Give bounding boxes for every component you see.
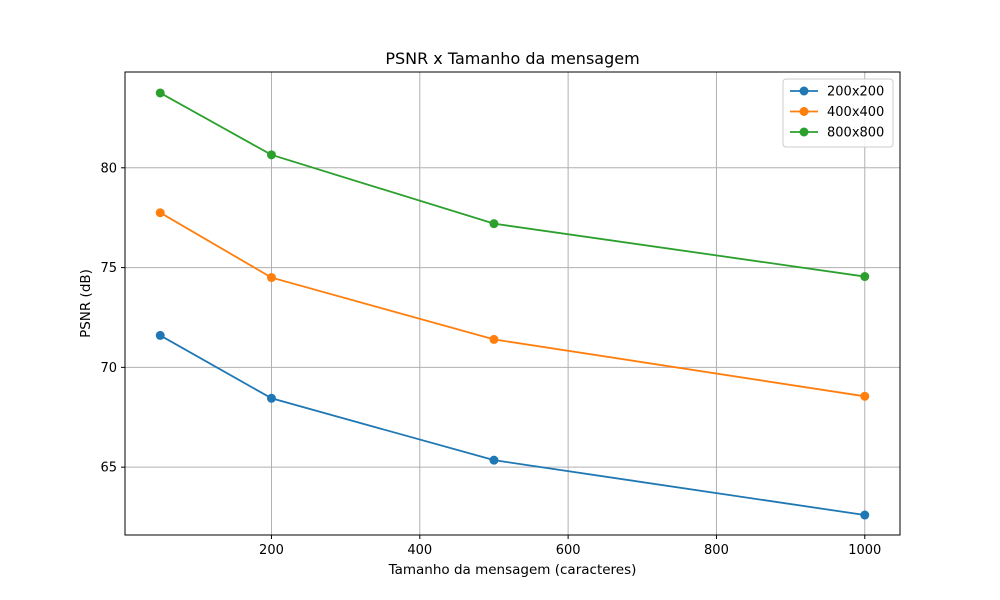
- legend-label: 800x800: [827, 126, 884, 141]
- data-point: [266, 393, 276, 403]
- data-point: [860, 272, 870, 282]
- data-point: [489, 334, 499, 344]
- data-point: [155, 330, 165, 340]
- legend-item: 400x400: [790, 105, 884, 120]
- series-800x800: [155, 88, 870, 282]
- series-200x200: [155, 330, 870, 520]
- y-tick-label: 75: [100, 261, 117, 276]
- y-tick-label: 70: [100, 361, 117, 376]
- series-layer: [155, 88, 870, 520]
- series-line: [159, 334, 865, 516]
- data-point: [266, 150, 276, 160]
- y-axis-label: PSNR (dB): [78, 269, 94, 338]
- axis-ticks: 200 400 600 800 1000 65 70 75 80: [100, 161, 881, 558]
- data-point: [489, 455, 499, 465]
- series-line: [159, 211, 865, 398]
- x-tick-label: 1000: [848, 543, 881, 558]
- series-line: [159, 92, 865, 278]
- x-tick-label: 600: [556, 543, 581, 558]
- x-tick-label: 400: [407, 543, 432, 558]
- data-point: [155, 88, 165, 98]
- data-point: [155, 208, 165, 218]
- data-point: [860, 391, 870, 401]
- legend-item: 800x800: [790, 126, 884, 141]
- legend-marker: [799, 86, 809, 96]
- x-axis-label: Tamanho da mensagem (caracteres): [388, 562, 637, 578]
- legend-label: 400x400: [827, 105, 884, 120]
- plot-frame: [124, 71, 901, 536]
- chart-title: PSNR x Tamanho da mensagem: [385, 49, 639, 68]
- legend-marker: [799, 127, 809, 137]
- legend-item: 200x200: [790, 85, 884, 100]
- data-point: [860, 510, 870, 520]
- data-point: [489, 219, 499, 229]
- legend-label: 200x200: [827, 85, 884, 100]
- x-tick-label: 200: [259, 543, 284, 558]
- legend-marker: [799, 107, 809, 116]
- legend-box: [782, 78, 894, 148]
- legend: 200x200 400x400 800x800: [782, 78, 894, 148]
- y-tick-label: 80: [100, 161, 117, 176]
- y-tick-label: 65: [100, 461, 117, 476]
- x-tick-label: 800: [704, 543, 729, 558]
- series-400x400: [155, 208, 870, 401]
- data-point: [266, 273, 276, 283]
